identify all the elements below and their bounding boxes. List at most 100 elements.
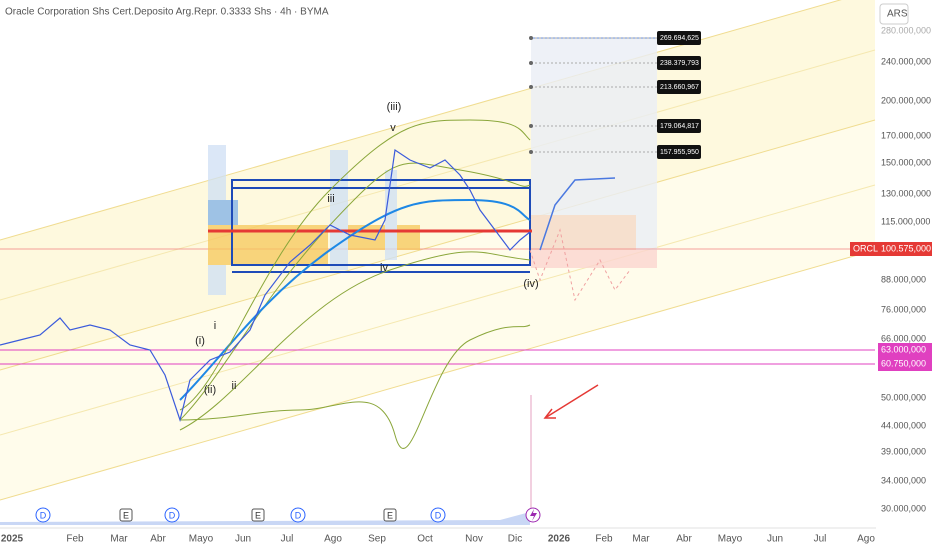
target-dot <box>529 61 533 65</box>
wave-label: iv <box>380 262 388 274</box>
level-price: 60.750,000 <box>881 358 926 368</box>
target-dot <box>529 85 533 89</box>
time-label: 2026 <box>548 534 571 545</box>
target-tag <box>657 56 701 70</box>
price-label: 34.000,000 <box>881 475 926 485</box>
time-label: Mar <box>632 534 650 545</box>
target-tag <box>657 145 701 159</box>
event-label[interactable]: E <box>255 510 261 520</box>
projection-box <box>531 250 657 268</box>
time-label: Feb <box>66 534 84 545</box>
price-axis <box>876 0 932 550</box>
wave-label: (iv) <box>523 278 538 290</box>
volume-area <box>0 512 530 525</box>
wave-label: (i) <box>195 335 205 347</box>
symbol: ORCL <box>853 243 878 253</box>
price-label: 150.000,000 <box>881 157 931 167</box>
event-label[interactable]: D <box>435 510 442 520</box>
target-tag <box>657 119 701 133</box>
time-label: Jul <box>814 534 827 545</box>
dividend-marker[interactable] <box>164 507 180 523</box>
wave-label: ii <box>232 380 237 392</box>
channel-line <box>0 184 876 436</box>
projection-box <box>531 215 636 250</box>
price-label: 44.000,000 <box>881 420 926 430</box>
range-box <box>231 179 531 266</box>
event-label[interactable]: E <box>387 510 393 520</box>
price-label: 88.000,000 <box>881 274 926 284</box>
price-label: 115.000,000 <box>881 216 930 226</box>
wave-label: (iii) <box>387 101 402 113</box>
time-label: Sep <box>368 534 386 545</box>
time-label: Abr <box>676 534 692 545</box>
event-label[interactable]: E <box>123 510 129 520</box>
target-label: 238.379,793 <box>660 60 699 67</box>
band-outer <box>179 119 531 411</box>
dividend-marker[interactable] <box>290 507 306 523</box>
time-label: Jul <box>281 534 294 545</box>
time-label: Jun <box>235 534 251 545</box>
target-label: 213.660,967 <box>660 84 699 91</box>
wave-label: iii <box>327 193 334 205</box>
channel-line <box>0 0 842 241</box>
band-outer <box>179 324 531 449</box>
price-label: 30.000,000 <box>881 503 926 513</box>
price-label: 50.000,000 <box>881 392 926 402</box>
time-label: Oct <box>417 534 433 545</box>
target-label: 269.694,625 <box>660 35 699 42</box>
target-tag <box>657 80 701 94</box>
projection-path <box>529 228 631 302</box>
channel-line <box>0 119 876 371</box>
time-label: Mayo <box>718 534 743 545</box>
arrow-head <box>543 408 556 419</box>
price-label: 280.000,000 <box>881 25 931 35</box>
currency[interactable]: ARS <box>887 9 908 20</box>
target-tag <box>657 31 701 45</box>
arrow <box>544 384 599 419</box>
event-label[interactable]: D <box>40 510 47 520</box>
time-label: Ago <box>324 534 342 545</box>
channel-line <box>0 49 876 301</box>
target-dot <box>529 36 533 40</box>
price-label: 130.000,000 <box>881 188 931 198</box>
level-tag <box>878 343 932 357</box>
price-label: 39.000,000 <box>881 446 926 456</box>
price-label: 66.000,000 <box>881 333 926 343</box>
last-price-tag <box>878 242 932 256</box>
band-lower <box>179 251 531 431</box>
time-label: Nov <box>465 534 483 545</box>
moving-average <box>179 198 531 401</box>
earnings-marker[interactable] <box>119 508 133 522</box>
price-label: 76.000,000 <box>881 304 926 314</box>
split-icon <box>530 509 537 521</box>
time-label: Mayo <box>189 534 214 545</box>
event-label[interactable]: D <box>169 510 176 520</box>
event-label[interactable]: D <box>295 510 302 520</box>
target-dot <box>529 124 533 128</box>
channel-line <box>0 249 876 501</box>
target-label: 157.955,950 <box>660 149 699 156</box>
time-label: Mar <box>110 534 128 545</box>
target-label: 179.064,817 <box>660 123 699 130</box>
time-label: Dic <box>508 534 522 545</box>
earnings-marker[interactable] <box>383 508 397 522</box>
time-label: 2025 <box>1 534 24 545</box>
currency-button[interactable] <box>879 3 909 25</box>
wave-label: (ii) <box>204 384 216 396</box>
price-label: 170.000,000 <box>881 130 931 140</box>
chart-title: Oracle Corporation Shs Cert.Deposito Arg… <box>5 7 329 18</box>
price-label: 200.000,000 <box>881 95 931 105</box>
wave-label: v <box>390 122 396 134</box>
wave-label: i <box>214 320 216 332</box>
price-label: 240.000,000 <box>881 56 931 66</box>
time-label: Abr <box>150 534 166 545</box>
level-tag <box>878 357 932 371</box>
earnings-marker[interactable] <box>251 508 265 522</box>
dividend-marker[interactable] <box>430 507 446 523</box>
last-price: 100.575,000 <box>881 243 931 253</box>
projection-path <box>539 177 616 251</box>
time-label: Jun <box>767 534 783 545</box>
symbol-tag <box>850 242 878 256</box>
dividend-marker[interactable] <box>35 507 51 523</box>
price-series <box>0 148 531 423</box>
